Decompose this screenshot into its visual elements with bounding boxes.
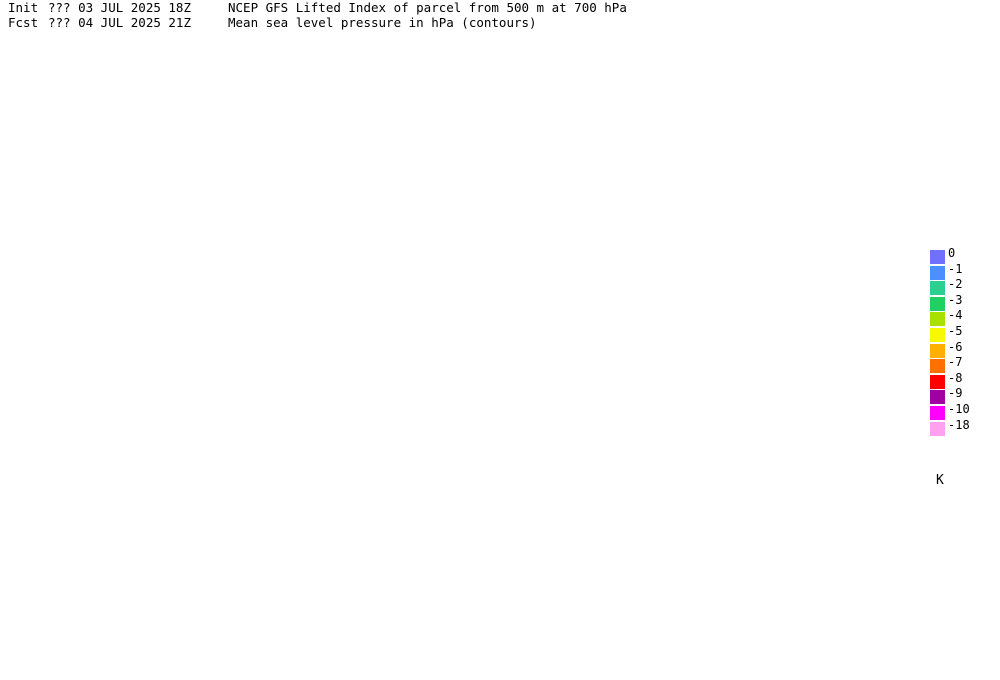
legend-swatch xyxy=(930,312,945,327)
legend-swatch xyxy=(930,359,945,374)
legend-label: -10 xyxy=(948,401,970,416)
legend-swatch xyxy=(930,250,945,264)
legend-unit: K xyxy=(936,473,944,488)
legend-label: 0 xyxy=(948,246,956,260)
legend-swatch xyxy=(930,374,945,389)
map-canvas xyxy=(0,30,912,675)
legend-label: -2 xyxy=(948,277,963,292)
legend-swatch xyxy=(930,281,945,296)
legend-label: -3 xyxy=(948,292,963,307)
fcst-label: Fcst xyxy=(8,15,39,30)
legend-swatch xyxy=(930,390,945,405)
legend-swatch xyxy=(930,421,945,436)
legend-label: -8 xyxy=(948,370,963,385)
legend-swatch xyxy=(930,296,945,311)
legend-swatch xyxy=(930,405,945,420)
legend-label: -5 xyxy=(948,323,963,338)
legend-label: -4 xyxy=(948,308,963,323)
map-title-line2: Mean sea level pressure in hPa (contours… xyxy=(228,15,537,30)
legend-label: -18 xyxy=(948,417,970,432)
fcst-time: ??? 04 JUL 2025 21Z xyxy=(48,15,191,30)
map-title-line1: NCEP GFS Lifted Index of parcel from 500… xyxy=(228,0,627,15)
init-label: Init xyxy=(8,0,39,15)
legend-swatch xyxy=(930,327,945,342)
legend-label: -6 xyxy=(948,339,963,354)
legend-label: -1 xyxy=(948,261,963,276)
init-time: ??? 03 JUL 2025 18Z xyxy=(48,0,191,15)
legend-swatch xyxy=(930,265,945,280)
legend-swatch xyxy=(930,343,945,358)
legend-label: -7 xyxy=(948,355,963,370)
legend-label: -9 xyxy=(948,386,963,401)
